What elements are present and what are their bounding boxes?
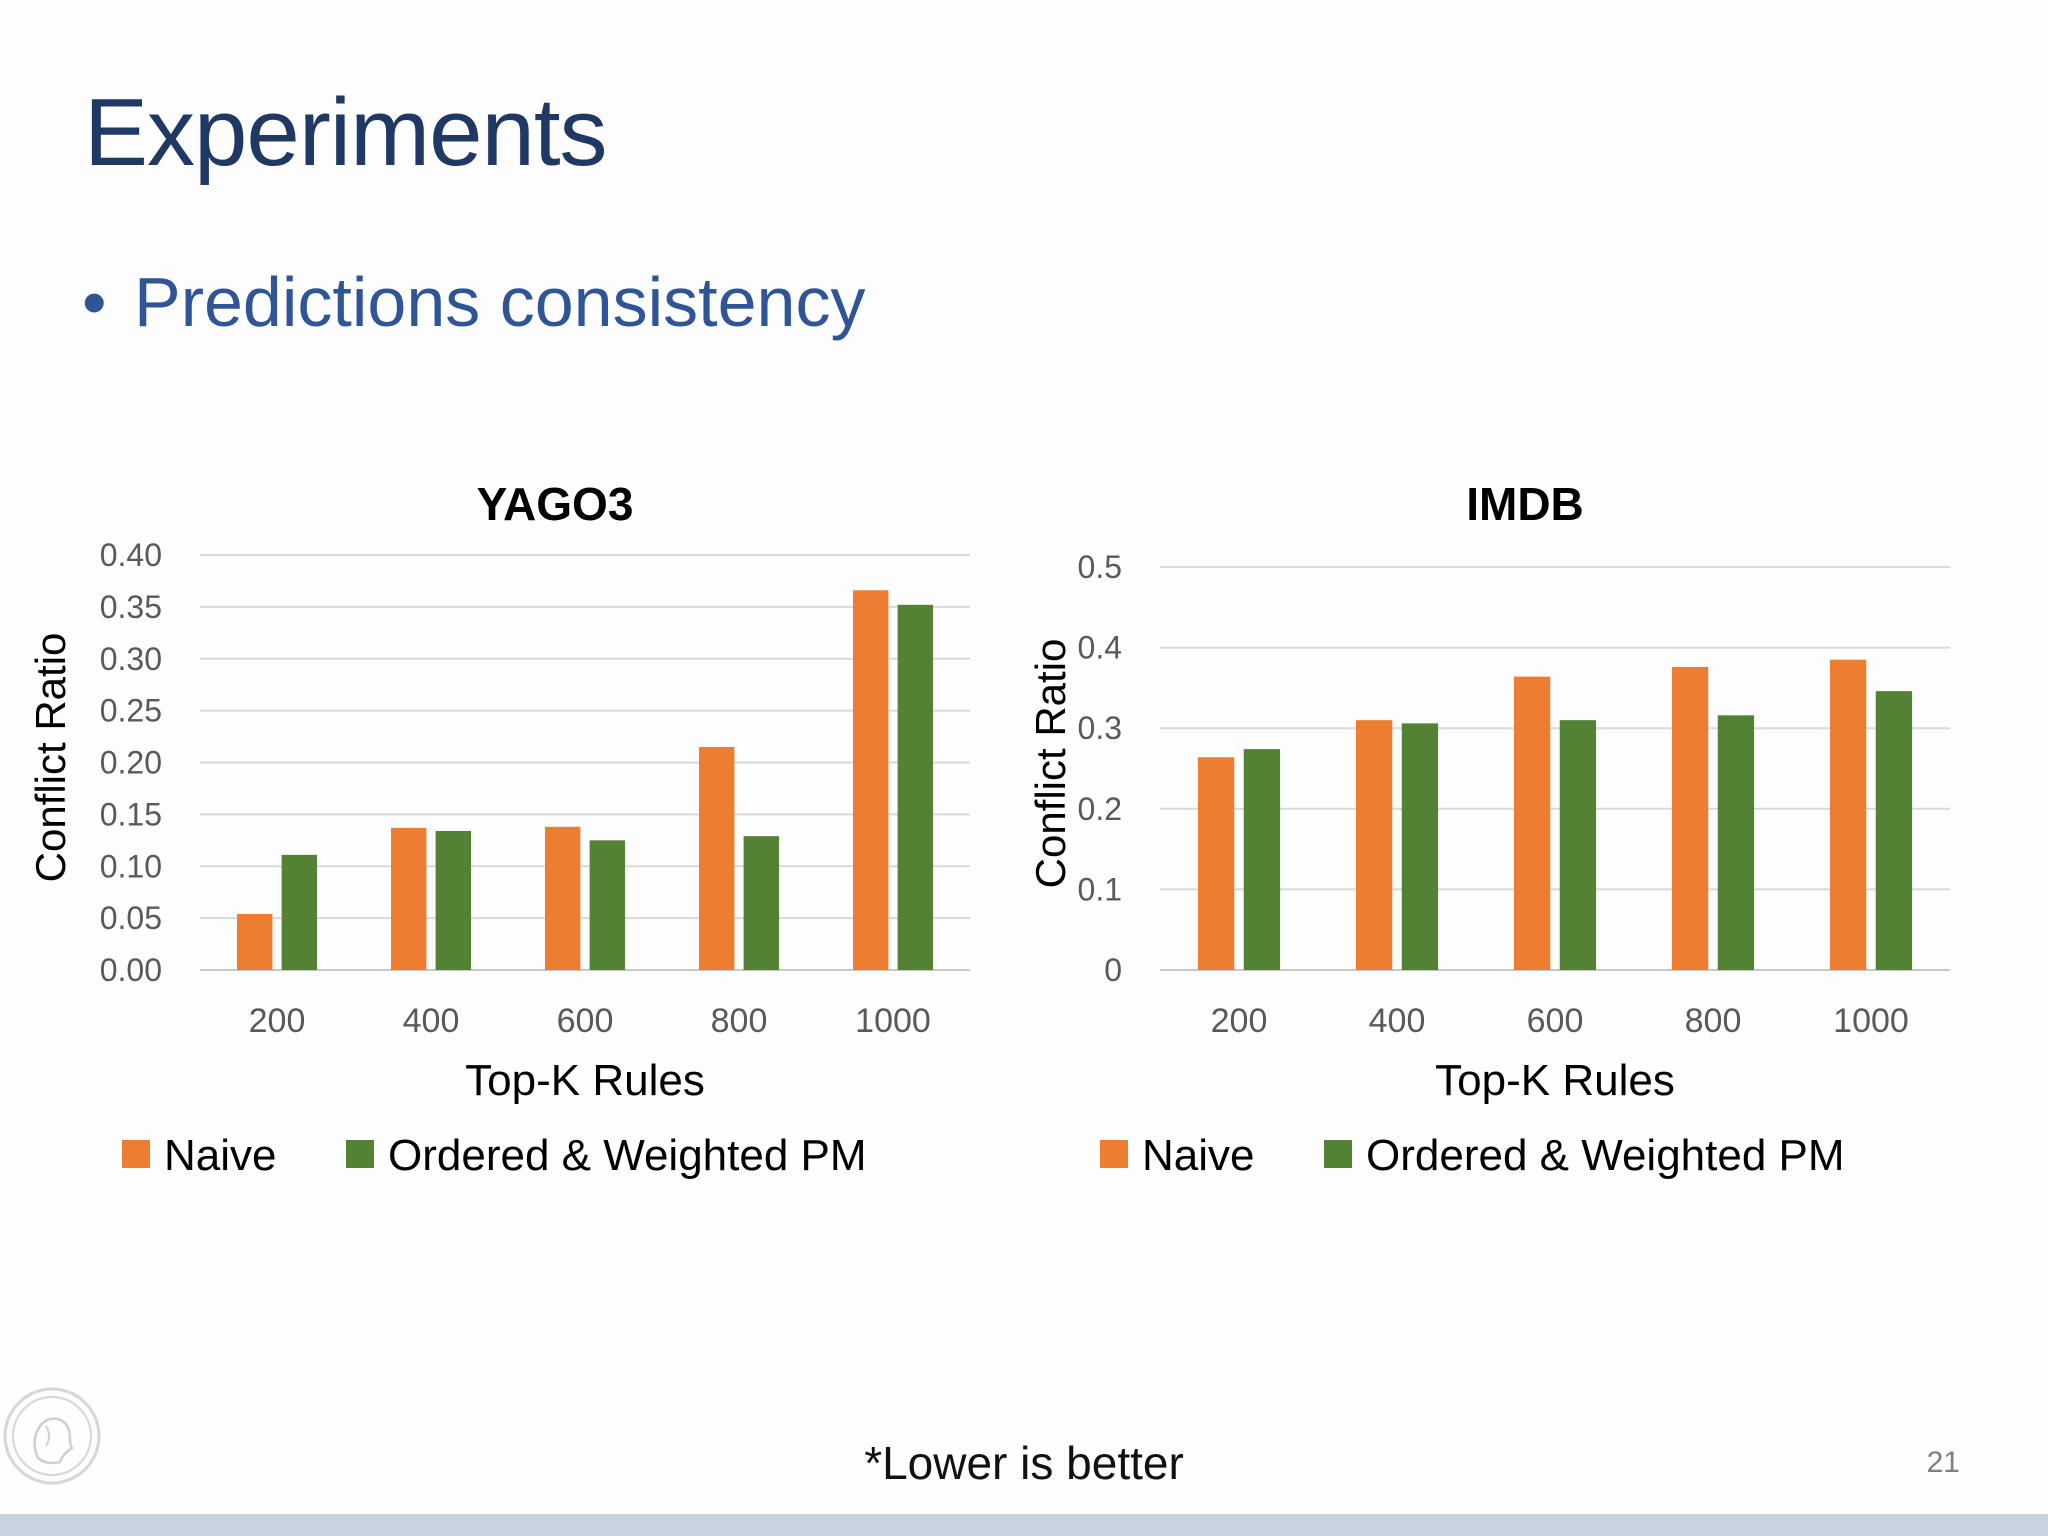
bar-naive-1000 xyxy=(1829,659,1867,970)
legend-label: Naive xyxy=(1142,1131,1255,1180)
x-tick-label: 200 xyxy=(1211,1002,1268,1040)
x-axis-label: Top-K Rules xyxy=(465,1056,705,1105)
bar-ordered-weighted-1000 xyxy=(1875,691,1913,970)
x-tick-label: 1000 xyxy=(1833,1002,1909,1040)
bar-naive-1000 xyxy=(852,590,889,970)
chart-svg: YAGO3 0.00 0.05 0.10 0.15 0.20 0.25 0.30 0.35 0.4… xyxy=(27,478,970,1180)
bar-naive-600 xyxy=(1513,676,1551,970)
y-tick-label: 0.35 xyxy=(100,589,162,625)
legend-swatch xyxy=(1324,1140,1352,1168)
chart-imdb: IMDB 0 0.1 0.2 0.3 0.4 0.5 Conflict Ratio 200 400… xyxy=(1000,470,1980,1230)
y-tick-label: 0.1 xyxy=(1078,871,1122,907)
y-tick-label: 0.30 xyxy=(100,641,162,677)
x-tick-label: 600 xyxy=(557,1002,614,1040)
y-tick-label: 0.40 xyxy=(100,537,162,573)
bar-ordered-weighted-400 xyxy=(1401,723,1439,970)
bar-naive-800 xyxy=(698,746,735,970)
bar-ordered-weighted-400 xyxy=(435,830,472,970)
y-tick-label: 0.25 xyxy=(100,693,162,729)
page-number: 21 xyxy=(1926,1446,1960,1479)
chart-title: IMDB xyxy=(1466,478,1584,530)
bar-naive-200 xyxy=(1197,757,1235,970)
legend-label: Naive xyxy=(164,1131,277,1180)
legend-label: Ordered & Weighted PM xyxy=(388,1131,867,1180)
y-tick-label: 0.05 xyxy=(100,900,162,936)
x-tick-label: 400 xyxy=(403,1002,460,1040)
slide-title: Experiments xyxy=(84,79,608,186)
y-tick-label: 0.3 xyxy=(1078,710,1122,746)
y-axis-label: Conflict Ratio xyxy=(1027,639,1074,889)
x-tick-label: 400 xyxy=(1369,1002,1426,1040)
chart-title: YAGO3 xyxy=(477,478,634,530)
footnote: *Lower is better xyxy=(864,1437,1184,1489)
y-tick-label: 0 xyxy=(1104,952,1122,988)
y-tick-label: 0.5 xyxy=(1078,549,1122,585)
bar-ordered-weighted-600 xyxy=(589,840,626,970)
bar-ordered-weighted-800 xyxy=(743,836,780,970)
y-tick-label: 0.15 xyxy=(100,796,162,832)
bullet-marker: • xyxy=(82,263,107,341)
x-tick-label: 800 xyxy=(1685,1002,1742,1040)
chart-yago3: YAGO3 0.00 0.05 0.10 0.15 0.20 0.25 0.30 0.35 0.4… xyxy=(20,470,1000,1230)
x-tick-label: 800 xyxy=(711,1002,768,1040)
legend-label: Ordered & Weighted PM xyxy=(1366,1131,1845,1180)
bar-naive-400 xyxy=(390,827,427,970)
bar-naive-200 xyxy=(236,913,273,970)
x-tick-label: 200 xyxy=(249,1002,306,1040)
legend-swatch xyxy=(1100,1140,1128,1168)
bar-ordered-weighted-200 xyxy=(281,854,318,970)
chart-svg: IMDB 0 0.1 0.2 0.3 0.4 0.5 Conflict Ratio 200 400… xyxy=(1027,478,1950,1180)
bar-ordered-weighted-1000 xyxy=(897,604,934,970)
y-tick-label: 0.00 xyxy=(100,952,162,988)
x-tick-label: 1000 xyxy=(855,1002,931,1040)
legend-swatch xyxy=(122,1140,150,1168)
y-axis-label: Conflict Ratio xyxy=(27,633,74,883)
x-tick-label: 600 xyxy=(1527,1002,1584,1040)
bullet-item: • Predictions consistency xyxy=(82,262,865,342)
bar-ordered-weighted-600 xyxy=(1559,720,1597,970)
minerva-seal-icon xyxy=(3,1387,101,1485)
bar-naive-800 xyxy=(1671,666,1709,970)
bar-ordered-weighted-200 xyxy=(1243,749,1281,970)
y-tick-label: 0.20 xyxy=(100,745,162,781)
y-tick-label: 0.10 xyxy=(100,848,162,884)
y-tick-label: 0.2 xyxy=(1078,791,1122,827)
x-axis-label: Top-K Rules xyxy=(1435,1056,1675,1105)
legend-swatch xyxy=(346,1140,374,1168)
bar-naive-400 xyxy=(1355,720,1393,970)
bar-ordered-weighted-800 xyxy=(1717,715,1755,970)
bar-naive-600 xyxy=(544,826,581,970)
y-tick-label: 0.4 xyxy=(1078,630,1122,666)
bottom-bar xyxy=(0,1514,2048,1536)
bullet-text: Predictions consistency xyxy=(134,263,866,341)
